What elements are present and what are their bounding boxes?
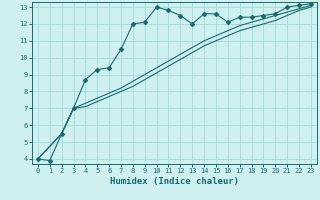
X-axis label: Humidex (Indice chaleur): Humidex (Indice chaleur) [110,177,239,186]
